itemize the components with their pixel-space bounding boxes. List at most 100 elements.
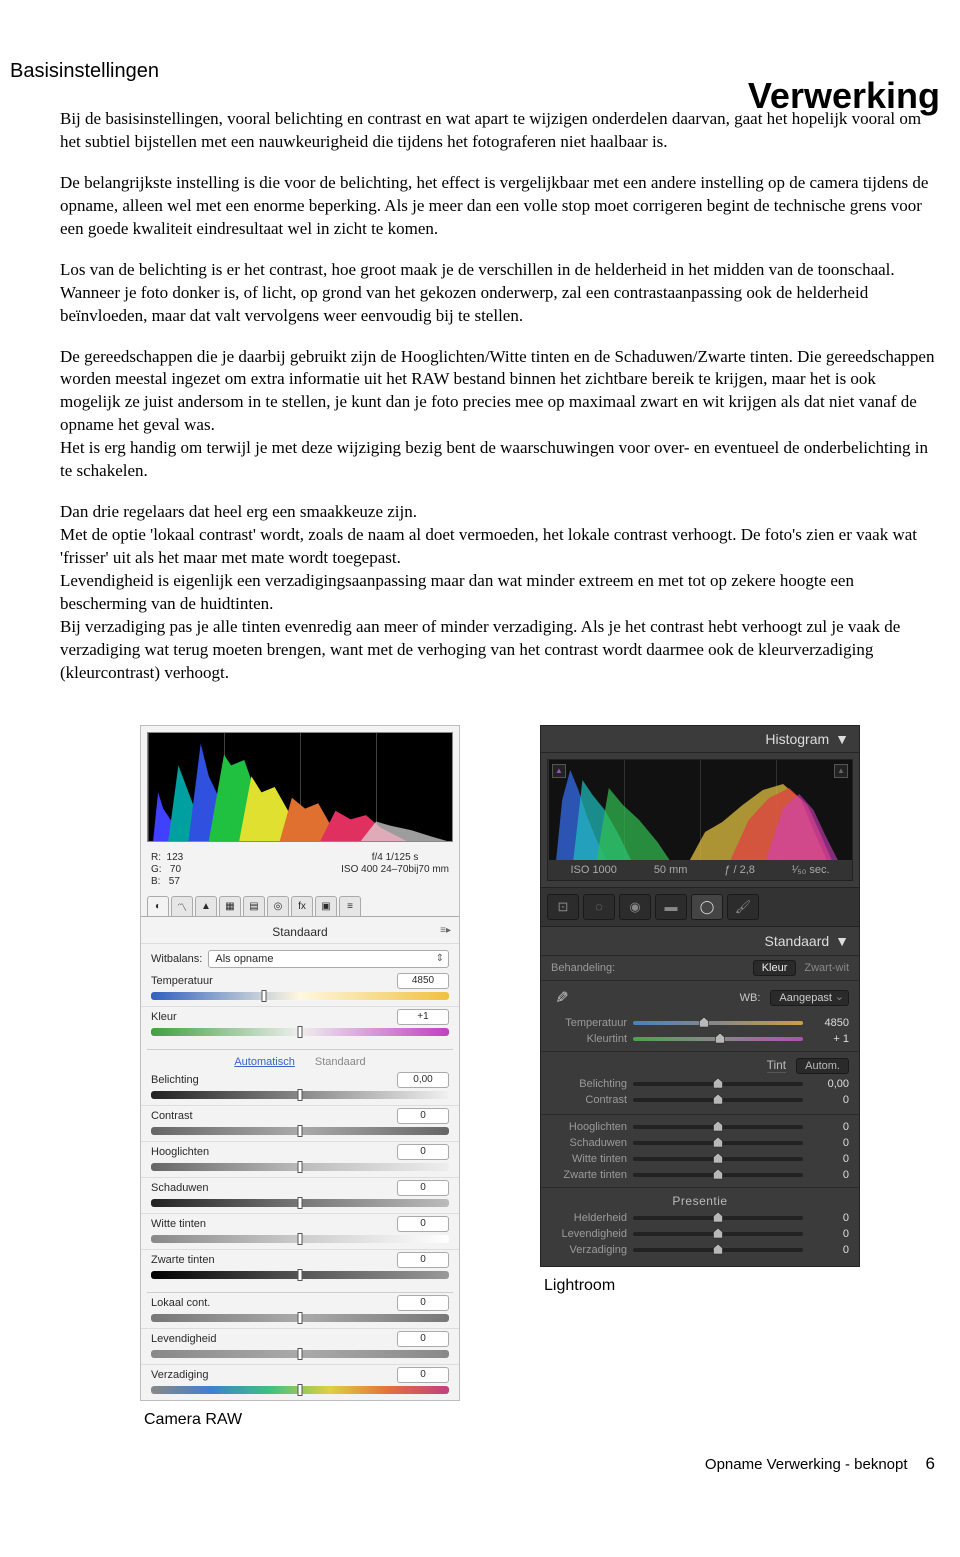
craw-std-link[interactable]: Standaard: [315, 1056, 366, 1068]
slider-thumb[interactable]: [298, 1197, 303, 1209]
lr-saturation-value[interactable]: 0: [809, 1244, 849, 1256]
lr-whites-value[interactable]: 0: [809, 1153, 849, 1165]
slider-thumb[interactable]: [713, 1137, 724, 1148]
craw-tint-track[interactable]: [151, 1028, 449, 1036]
slider-thumb[interactable]: [699, 1017, 710, 1028]
craw-temperature-value[interactable]: 4850: [397, 973, 449, 989]
craw-contrast-value[interactable]: 0: [397, 1108, 449, 1124]
craw-wb-select[interactable]: Als opname: [208, 950, 449, 968]
lr-blacks-value[interactable]: 0: [809, 1169, 849, 1181]
lr-tool-gradient[interactable]: ▬: [655, 894, 687, 920]
craw-temperature-track[interactable]: [151, 992, 449, 1000]
craw-tab-camera[interactable]: ▣: [315, 896, 337, 916]
lr-tool-crop[interactable]: ⊡: [547, 894, 579, 920]
lr-temperature-track[interactable]: [633, 1021, 803, 1025]
craw-contrast-track[interactable]: [151, 1127, 449, 1135]
craw-shadows-track[interactable]: [151, 1199, 449, 1207]
craw-exposure-value[interactable]: 0,00: [397, 1072, 449, 1088]
craw-tint-value[interactable]: +1: [397, 1009, 449, 1025]
craw-saturation-value[interactable]: 0: [397, 1367, 449, 1383]
craw-whites-track[interactable]: [151, 1235, 449, 1243]
craw-tab-basic[interactable]: ◐: [147, 896, 169, 916]
slider-thumb[interactable]: [262, 990, 267, 1002]
slider-thumb[interactable]: [713, 1244, 724, 1255]
craw-clarity-value[interactable]: 0: [397, 1295, 449, 1311]
craw-saturation-track[interactable]: [151, 1386, 449, 1394]
lr-tool-spot[interactable]: ◌: [583, 894, 615, 920]
lr-clarity-track[interactable]: [633, 1216, 803, 1220]
lightroom-column: Histogram ▼ ISO 1000 50 mm ƒ / 2,8: [540, 725, 860, 1429]
lr-vibrance-track[interactable]: [633, 1232, 803, 1236]
lr-saturation-track[interactable]: [633, 1248, 803, 1252]
slider-thumb[interactable]: [298, 1312, 303, 1324]
lr-highlights-value[interactable]: 0: [809, 1121, 849, 1133]
lr-exposure-value[interactable]: 0,00: [809, 1078, 849, 1090]
craw-tab-fx[interactable]: fx: [291, 896, 313, 916]
craw-highlights-track[interactable]: [151, 1163, 449, 1171]
lr-contrast-value[interactable]: 0: [809, 1094, 849, 1106]
craw-tab-curve[interactable]: 〽: [171, 896, 193, 916]
craw-clarity-track[interactable]: [151, 1314, 449, 1322]
slider-thumb[interactable]: [298, 1384, 303, 1396]
slider-thumb[interactable]: [713, 1153, 724, 1164]
lr-whites-track[interactable]: [633, 1157, 803, 1161]
slider-thumb[interactable]: [298, 1269, 303, 1281]
craw-shadows-value[interactable]: 0: [397, 1180, 449, 1196]
slider-thumb[interactable]: [713, 1228, 724, 1239]
lr-contrast-track[interactable]: [633, 1098, 803, 1102]
craw-tab-detail[interactable]: ▲: [195, 896, 217, 916]
eyedropper-icon[interactable]: ✎: [551, 987, 573, 1009]
lr-treatment-color[interactable]: Kleur: [753, 960, 797, 976]
lr-tone-auto-button[interactable]: Autom.: [796, 1058, 849, 1074]
slider-thumb[interactable]: [298, 1233, 303, 1245]
lr-histogram[interactable]: [548, 760, 852, 860]
slider-thumb[interactable]: [298, 1026, 303, 1038]
slider-thumb[interactable]: [713, 1078, 724, 1089]
lr-slider-clarity: Helderheid0: [541, 1210, 859, 1226]
craw-g-value: G: 70: [151, 864, 183, 876]
lr-highlights-track[interactable]: [633, 1125, 803, 1129]
slider-thumb[interactable]: [298, 1348, 303, 1360]
slider-thumb[interactable]: [714, 1033, 725, 1044]
craw-tab-hsl[interactable]: ▦: [219, 896, 241, 916]
craw-blacks-value[interactable]: 0: [397, 1252, 449, 1268]
lr-blacks-label: Zwarte tinten: [551, 1169, 627, 1181]
lr-treatment-bw[interactable]: Zwart-wit: [804, 962, 849, 974]
slider-thumb[interactable]: [298, 1089, 303, 1101]
craw-tab-presets[interactable]: ≡: [339, 896, 361, 916]
lr-exposure-track[interactable]: [633, 1082, 803, 1086]
craw-blacks-track[interactable]: [151, 1271, 449, 1279]
slider-thumb[interactable]: [713, 1169, 724, 1180]
slider-thumb[interactable]: [298, 1125, 303, 1137]
craw-highlights-value[interactable]: 0: [397, 1144, 449, 1160]
lr-basic-title-row[interactable]: Standaard ▼: [541, 927, 859, 956]
lr-whites-label: Witte tinten: [551, 1153, 627, 1165]
lr-tool-redeye[interactable]: ◉: [619, 894, 651, 920]
craw-vibrance-track[interactable]: [151, 1350, 449, 1358]
lr-shadows-track[interactable]: [633, 1141, 803, 1145]
craw-histogram[interactable]: [147, 732, 453, 842]
lr-histogram-title-row[interactable]: Histogram ▼: [541, 726, 859, 753]
craw-tab-split[interactable]: ▤: [243, 896, 265, 916]
lr-shadows-value[interactable]: 0: [809, 1137, 849, 1149]
craw-exposure-track[interactable]: [151, 1091, 449, 1099]
craw-whites-value[interactable]: 0: [397, 1216, 449, 1232]
slider-thumb[interactable]: [298, 1161, 303, 1173]
craw-vibrance-value[interactable]: 0: [397, 1331, 449, 1347]
lr-tool-brush[interactable]: 🖌: [727, 894, 759, 920]
lr-temperature-value[interactable]: 4850: [809, 1017, 849, 1029]
lr-tool-radial[interactable]: ◯: [691, 894, 723, 920]
menu-icon[interactable]: ≡▸: [440, 925, 451, 936]
lr-wb-select[interactable]: Aangepast: [770, 990, 849, 1006]
slider-thumb[interactable]: [713, 1094, 724, 1105]
lr-blacks-track[interactable]: [633, 1173, 803, 1177]
craw-auto-link[interactable]: Automatisch: [234, 1056, 295, 1068]
lr-vibrance-value[interactable]: 0: [809, 1228, 849, 1240]
lr-tint_kleur-value[interactable]: + 1: [809, 1033, 849, 1045]
craw-r-value: R: 123: [151, 852, 183, 864]
slider-thumb[interactable]: [713, 1212, 724, 1223]
lr-clarity-value[interactable]: 0: [809, 1212, 849, 1224]
craw-tab-lens[interactable]: ◎: [267, 896, 289, 916]
slider-thumb[interactable]: [713, 1121, 724, 1132]
lr-tint_kleur-track[interactable]: [633, 1037, 803, 1041]
